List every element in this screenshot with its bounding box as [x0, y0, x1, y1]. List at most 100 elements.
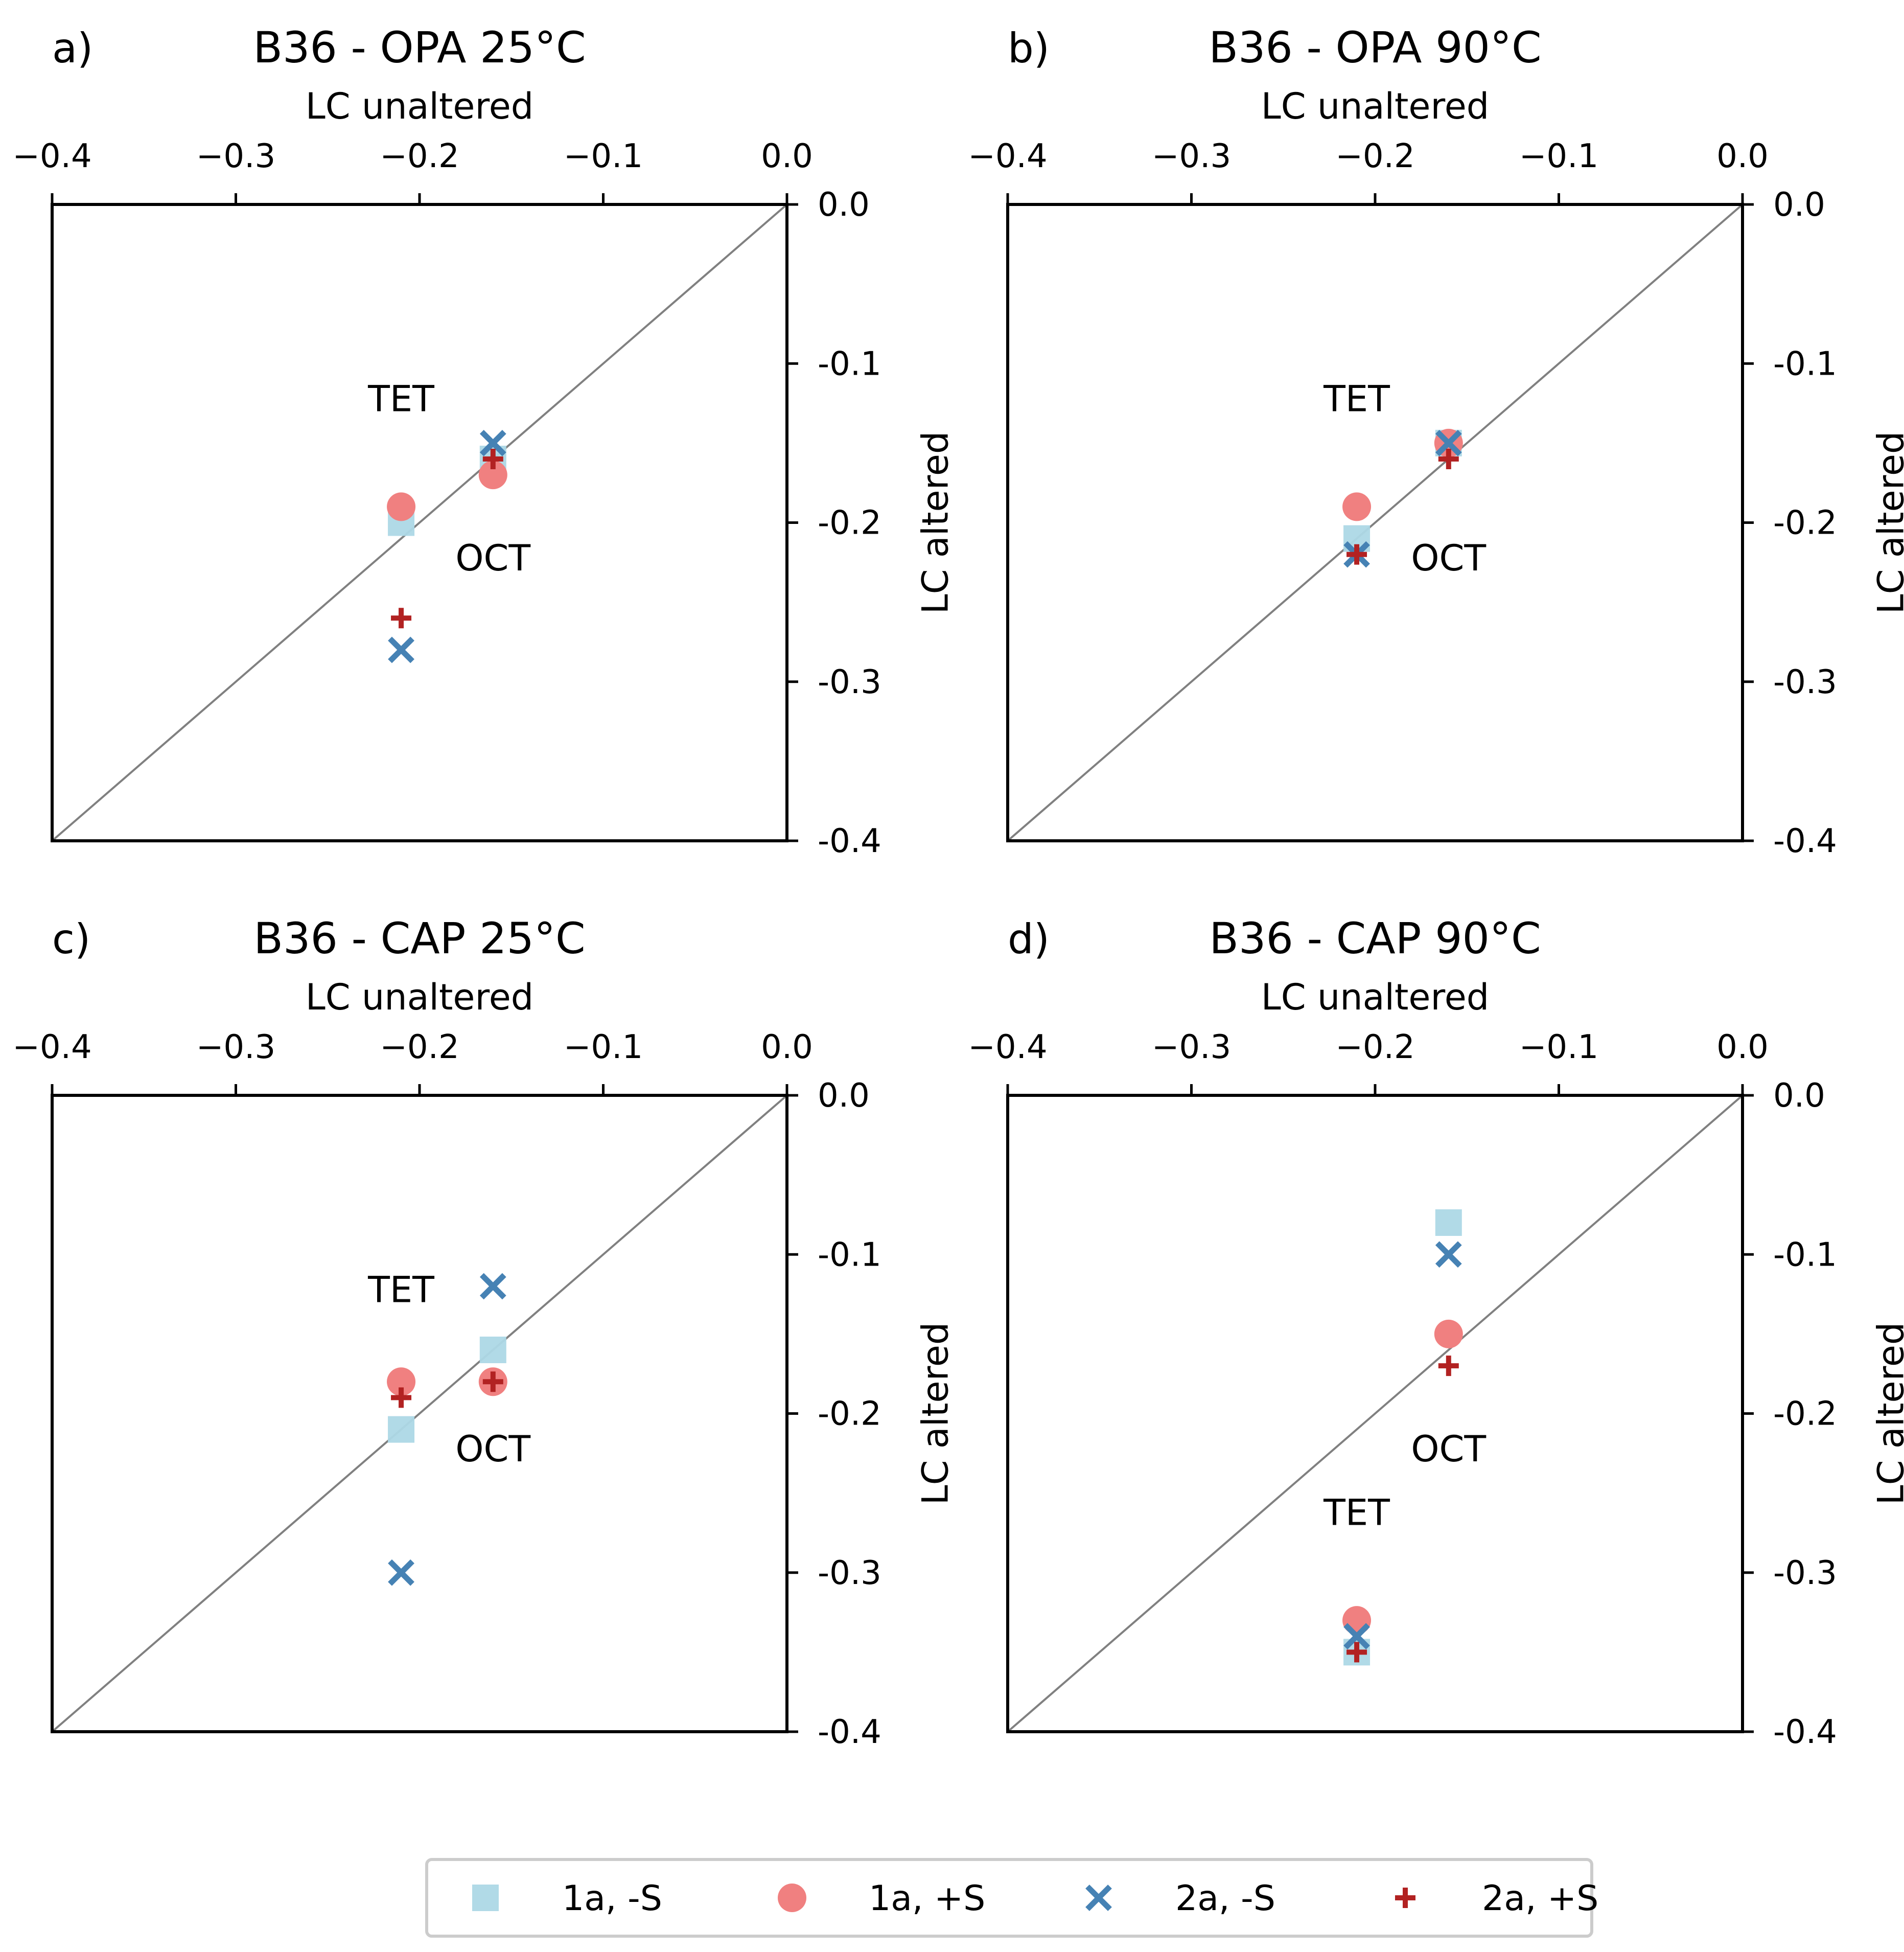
y-tick-label: -0.3 [818, 663, 881, 701]
annotation-oct: OCT [455, 537, 530, 579]
x-tick-label: −0.4 [968, 1028, 1047, 1066]
data-point [1435, 429, 1462, 456]
diagonal-line [1007, 1094, 1744, 1733]
x-tick-label: −0.2 [1335, 137, 1414, 175]
x-tick-label: −0.4 [968, 137, 1047, 175]
data-point [479, 1273, 506, 1300]
annotation-oct: OCT [455, 1428, 530, 1470]
annotation-oct: OCT [1411, 537, 1486, 579]
x-tick-label: −0.1 [564, 1028, 643, 1066]
y-tick-label: -0.1 [818, 1236, 881, 1274]
legend-marker [778, 1884, 806, 1912]
y-tick-label: 0.0 [818, 1077, 870, 1115]
panel-2: −0.4 −0.3 −0.2 −0.1 0.00.0 -0.1 -0.2 -0.3 -0.4 LC… [968, 22, 1904, 860]
x-tick-label: −0.4 [12, 1028, 91, 1066]
x-tick-label: −0.2 [1335, 1028, 1414, 1066]
data-point [1438, 1356, 1459, 1376]
data-point [1346, 1642, 1367, 1663]
y-axis-title: LC altered [915, 1322, 957, 1505]
y-tick-label: -0.2 [1773, 504, 1837, 542]
data-point [387, 1367, 416, 1396]
y-tick-label: -0.4 [1773, 822, 1837, 860]
x-tick-label: −0.3 [196, 1028, 275, 1066]
x-tick-label: −0.2 [380, 137, 459, 175]
x-tick-label: 0.0 [761, 137, 813, 175]
panel-letter: b) [1008, 25, 1050, 72]
legend: 1a, -S 1a, +S 2a, -S 2a, +S [425, 1858, 1598, 1938]
legend-label: 2a, -S [1175, 1878, 1275, 1919]
x-axis-title: LC unaltered [1261, 85, 1489, 127]
x-tick-label: −0.4 [12, 137, 91, 175]
y-tick-label: -0.2 [818, 1395, 881, 1433]
y-tick-label: -0.1 [818, 345, 881, 383]
y-tick-label: -0.4 [818, 1713, 881, 1751]
data-point [482, 1371, 503, 1392]
data-point [1346, 544, 1367, 565]
y-tick-label: -0.3 [818, 1554, 881, 1592]
data-point [391, 1387, 412, 1408]
x-tick-label: −0.1 [1519, 1028, 1598, 1066]
x-axis-title: LC unaltered [1261, 976, 1489, 1018]
data-point [482, 449, 503, 469]
y-axis-title: LC altered [915, 431, 957, 614]
panel-1: −0.4 −0.3 −0.2 −0.1 0.00.0 -0.1 -0.2 -0.3 -0.4 LC… [12, 22, 956, 860]
y-tick-label: 0.0 [818, 186, 870, 224]
panel-title: B36 - CAP 25°C [253, 913, 585, 963]
data-point [387, 492, 416, 521]
data-point [1435, 1241, 1462, 1268]
y-tick-label: 0.0 [1773, 186, 1825, 224]
y-axis-title: LC altered [1870, 1322, 1904, 1505]
panel-3: −0.4 −0.3 −0.2 −0.1 0.00.0 -0.1 -0.2 -0.3 -0.4 LC… [12, 913, 956, 1751]
x-tick-label: −0.1 [564, 137, 643, 175]
panel-4: −0.4 −0.3 −0.2 −0.1 0.00.0 -0.1 -0.2 -0.3 -0.4 LC… [968, 913, 1904, 1751]
data-point [1342, 1606, 1372, 1635]
data-point [479, 429, 506, 456]
data-point [1343, 1623, 1370, 1650]
data-point [388, 1559, 414, 1586]
data-point [1434, 1319, 1463, 1348]
x-tick-label: 0.0 [761, 1028, 813, 1066]
data-point [388, 636, 414, 663]
x-tick-label: −0.2 [380, 1028, 459, 1066]
y-tick-label: -0.1 [1773, 1236, 1837, 1274]
data-point [479, 1337, 506, 1363]
panel-letter: a) [52, 25, 93, 72]
data-point [388, 1416, 415, 1443]
x-axis-title: LC unaltered [306, 976, 533, 1018]
data-point [478, 461, 507, 490]
annotation-tet: TET [367, 378, 434, 420]
data-point [1342, 492, 1372, 521]
diagonal-line [51, 1094, 788, 1733]
data-point [1435, 1209, 1462, 1236]
annotation-tet: TET [1323, 378, 1390, 420]
legend-marker [472, 1885, 499, 1911]
x-tick-label: −0.3 [196, 137, 275, 175]
x-tick-label: 0.0 [1716, 137, 1769, 175]
x-tick-label: −0.1 [1519, 137, 1598, 175]
x-tick-label: −0.3 [1152, 1028, 1231, 1066]
y-axis-title: LC altered [1870, 431, 1904, 614]
data-point [1438, 449, 1459, 469]
legend-marker [1085, 1885, 1112, 1911]
y-tick-label: -0.3 [1773, 663, 1837, 701]
y-tick-label: -0.1 [1773, 345, 1837, 383]
legend-label: 1a, -S [562, 1878, 662, 1919]
x-tick-label: 0.0 [1716, 1028, 1769, 1066]
data-point [391, 608, 412, 629]
y-tick-label: -0.4 [818, 822, 881, 860]
x-axis-title: LC unaltered [306, 85, 533, 127]
panel-letter: c) [52, 915, 90, 963]
panel-title: B36 - CAP 90°C [1209, 913, 1541, 963]
y-tick-label: -0.2 [1773, 1395, 1837, 1433]
legend-box [425, 1858, 1593, 1938]
diagonal-line [1007, 203, 1744, 842]
annotation-tet: TET [367, 1269, 434, 1311]
annotation-tet: TET [1323, 1491, 1390, 1533]
y-tick-label: -0.3 [1773, 1554, 1837, 1592]
y-tick-label: 0.0 [1773, 1077, 1825, 1115]
legend-label: 2a, +S [1482, 1878, 1598, 1919]
panel-letter: d) [1008, 915, 1050, 963]
legend-marker [1395, 1888, 1415, 1908]
legend-label: 1a, +S [869, 1878, 985, 1919]
